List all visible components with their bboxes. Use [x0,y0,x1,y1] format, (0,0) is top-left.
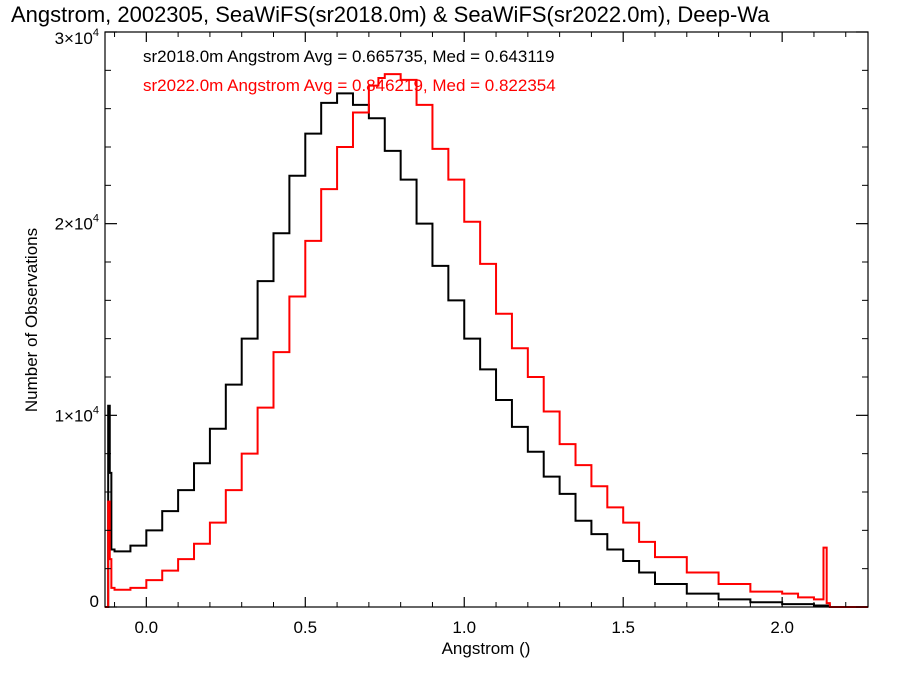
y-tick-mantissa: 2×10 [55,215,93,234]
y-tick-exponent: 4 [93,213,99,225]
y-tick-exponent: 4 [93,27,99,39]
chart-title: Angstrom, 2002305, SeaWiFS(sr2018.0m) & … [11,2,770,27]
x-tick-label: 0.5 [293,618,317,637]
x-tick-label: 1.5 [611,618,635,637]
annotation-sr2022: sr2022.0m Angstrom Avg = 0.846219, Med =… [143,76,556,95]
y-tick-exponent: 4 [93,404,99,416]
series-layer [105,73,868,608]
series-2-line [105,73,868,608]
y-tick-label: 1×104 [55,404,99,425]
series-1-line [105,92,831,608]
x-tick-label: 1.0 [452,618,476,637]
y-tick-label: 2×104 [55,213,99,234]
y-tick-mantissa: 0 [90,592,99,611]
plot-frame [104,31,869,608]
y-tick-mantissa: 1×10 [55,406,93,425]
y-tick-label: 0 [90,592,99,611]
annotation-sr2018: sr2018.0m Angstrom Avg = 0.665735, Med =… [143,47,554,66]
x-tick-label: 2.0 [770,618,794,637]
y-tick-label: 3×104 [55,27,99,48]
x-axis-label: Angstrom () [442,639,531,658]
y-tick-mantissa: 3×10 [55,29,93,48]
y-axis-label: Number of Observations [22,228,41,412]
x-tick-label: 0.0 [135,618,159,637]
